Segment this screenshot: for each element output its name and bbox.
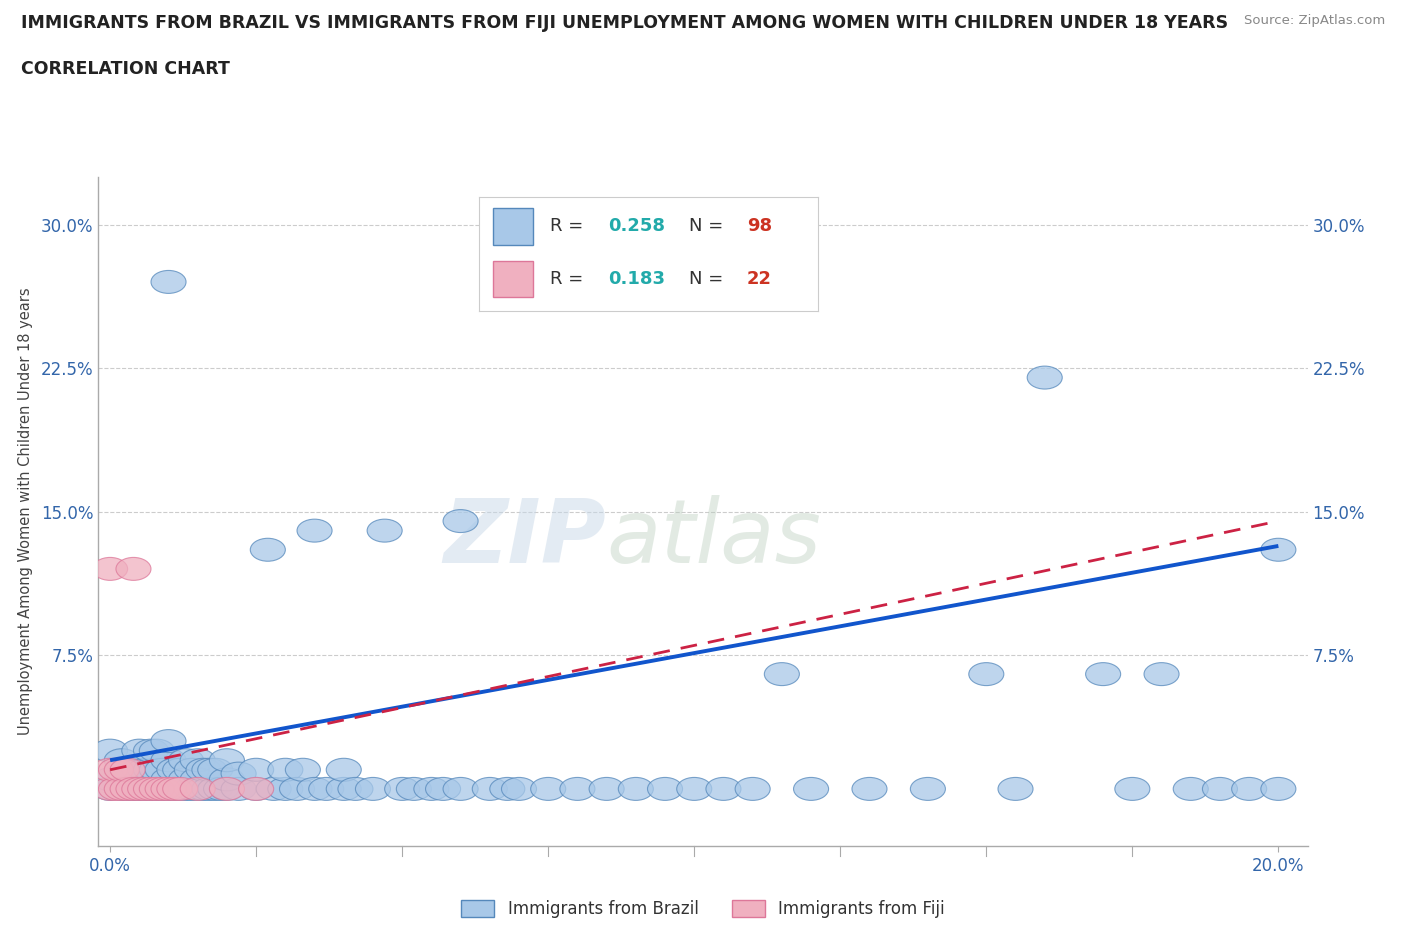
Legend: Immigrants from Brazil, Immigrants from Fiji: Immigrants from Brazil, Immigrants from … — [454, 894, 952, 925]
Y-axis label: Unemployment Among Women with Children Under 18 years: Unemployment Among Women with Children U… — [18, 287, 32, 736]
Text: Source: ZipAtlas.com: Source: ZipAtlas.com — [1244, 14, 1385, 27]
Text: atlas: atlas — [606, 496, 821, 581]
Text: IMMIGRANTS FROM BRAZIL VS IMMIGRANTS FROM FIJI UNEMPLOYMENT AMONG WOMEN WITH CHI: IMMIGRANTS FROM BRAZIL VS IMMIGRANTS FRO… — [21, 14, 1229, 32]
Text: ZIP: ZIP — [443, 495, 606, 582]
Text: CORRELATION CHART: CORRELATION CHART — [21, 60, 231, 78]
